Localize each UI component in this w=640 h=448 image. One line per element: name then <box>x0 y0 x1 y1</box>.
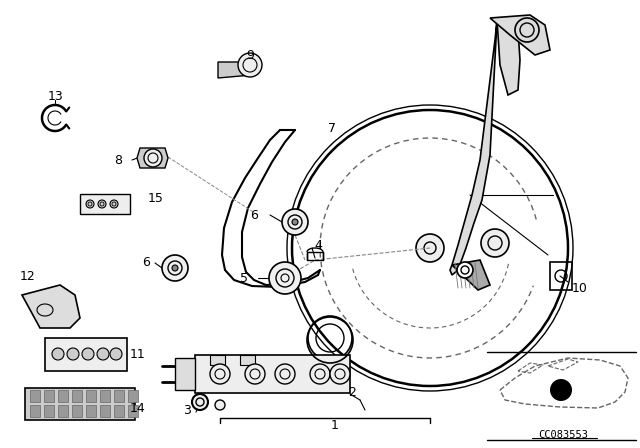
Bar <box>210 355 225 365</box>
Circle shape <box>330 364 350 384</box>
Text: 4: 4 <box>314 238 322 251</box>
Bar <box>195 355 350 393</box>
Bar <box>30 390 40 402</box>
Bar <box>307 252 323 260</box>
Circle shape <box>457 262 473 278</box>
Bar <box>550 262 572 290</box>
Text: 3: 3 <box>183 404 191 417</box>
Bar <box>58 390 68 402</box>
Circle shape <box>67 348 79 360</box>
Bar <box>114 390 124 402</box>
Bar <box>86 405 96 417</box>
Bar <box>86 390 96 402</box>
Bar <box>72 405 82 417</box>
Circle shape <box>192 394 208 410</box>
Circle shape <box>97 348 109 360</box>
Polygon shape <box>450 20 497 275</box>
Bar <box>128 405 138 417</box>
Polygon shape <box>497 18 520 95</box>
Circle shape <box>238 53 262 77</box>
Polygon shape <box>218 62 252 78</box>
Circle shape <box>52 348 64 360</box>
Bar <box>30 405 40 417</box>
Text: 1: 1 <box>331 418 339 431</box>
Bar <box>45 338 127 371</box>
Polygon shape <box>22 285 80 328</box>
Text: 9: 9 <box>246 48 254 61</box>
Circle shape <box>86 200 94 208</box>
Bar <box>240 355 255 365</box>
Circle shape <box>292 219 298 225</box>
Bar <box>128 390 138 402</box>
Bar <box>80 194 130 214</box>
Text: 2: 2 <box>348 387 356 400</box>
Text: 10: 10 <box>572 281 588 294</box>
Text: 12: 12 <box>20 270 36 283</box>
Bar <box>58 405 68 417</box>
Circle shape <box>310 364 330 384</box>
Circle shape <box>162 255 188 281</box>
Circle shape <box>416 234 444 262</box>
Text: 11: 11 <box>130 349 146 362</box>
Circle shape <box>110 348 122 360</box>
Circle shape <box>144 149 162 167</box>
Circle shape <box>245 364 265 384</box>
Circle shape <box>282 209 308 235</box>
Bar <box>25 388 135 420</box>
Bar <box>72 390 82 402</box>
Circle shape <box>481 229 509 257</box>
Circle shape <box>275 364 295 384</box>
Polygon shape <box>490 15 550 55</box>
Bar <box>44 405 54 417</box>
Circle shape <box>269 262 301 294</box>
Text: 13: 13 <box>48 90 64 103</box>
Text: 5: 5 <box>240 271 248 284</box>
Polygon shape <box>137 148 168 168</box>
Circle shape <box>82 348 94 360</box>
Circle shape <box>210 364 230 384</box>
Text: 6: 6 <box>142 257 150 270</box>
Bar <box>114 405 124 417</box>
Circle shape <box>172 265 178 271</box>
Text: CC083553: CC083553 <box>538 430 588 440</box>
Circle shape <box>110 200 118 208</box>
Text: 6: 6 <box>250 208 258 221</box>
Bar <box>44 390 54 402</box>
Circle shape <box>215 400 225 410</box>
Text: 15: 15 <box>148 191 164 204</box>
Bar <box>175 358 195 390</box>
Text: 7: 7 <box>328 121 336 134</box>
Circle shape <box>550 379 572 401</box>
Text: 14: 14 <box>130 401 146 414</box>
Bar <box>100 390 110 402</box>
Polygon shape <box>452 260 490 290</box>
Bar <box>100 405 110 417</box>
Circle shape <box>98 200 106 208</box>
Text: 8: 8 <box>114 154 122 167</box>
Circle shape <box>515 18 539 42</box>
